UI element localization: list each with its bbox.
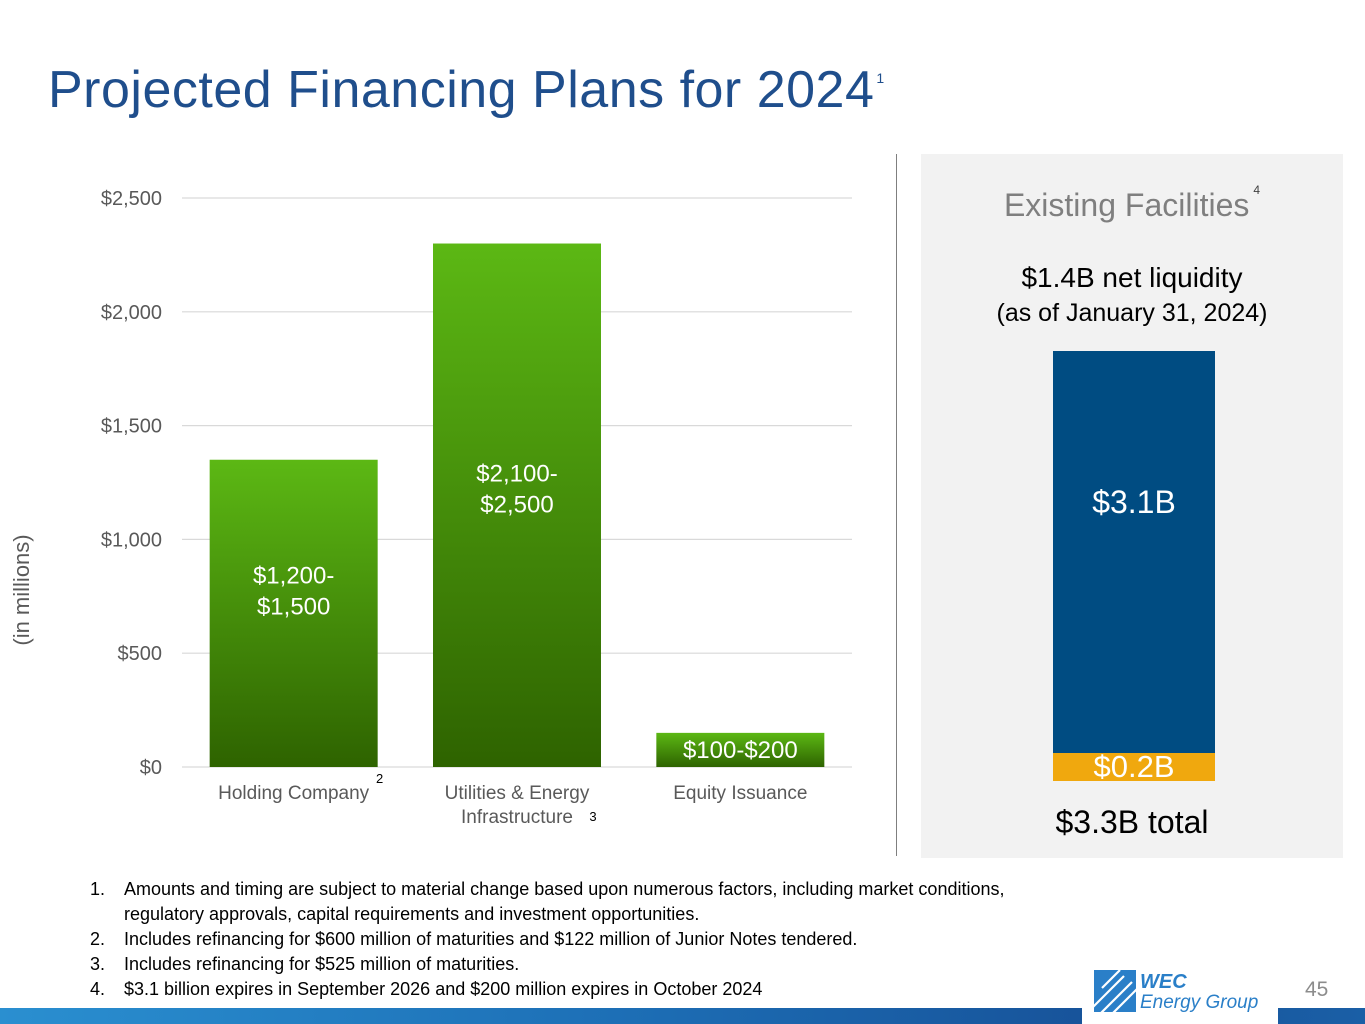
footnote-text: Includes refinancing for $525 million of… [124,954,520,974]
y-tick-labels: $0 $500 $1,000 $1,500 $2,000 $2,500 [101,188,162,779]
bar [209,459,378,767]
footnotes: 1. Amounts and timing are subject to mate… [90,877,1070,1002]
y-tick-label: $1,000 [101,529,162,551]
footnote-text: Includes refinancing for $600 million of… [124,929,858,949]
footnote-1: 1. Amounts and timing are subject to mate… [90,877,1070,927]
footnote-text: $3.1 billion expires in September 2026 a… [124,979,763,999]
facility-segment-0-2b-label: $0.2B [1093,751,1175,781]
bars [209,243,825,767]
y-tick-label: $1,500 [101,416,162,438]
existing-facilities-title: Existing Facilities 4 [921,183,1343,224]
bar-data-label: $1,200- [253,562,334,589]
logo-wordmark-wec: WEC [1140,971,1187,993]
footnote-text: Amounts and timing are subject to materi… [124,879,1005,924]
existing-facilities-footnote-marker: 4 [1253,183,1261,197]
bar-data-label: $2,100- [476,461,557,488]
facility-segment-3-1b-label: $3.1B [1092,484,1176,520]
footnote-number: 4. [90,979,106,999]
x-tick-footnote-marker: 3 [589,809,596,824]
x-tick-label: Utilities & Energy [445,783,590,804]
footnote-number: 3. [90,954,106,974]
footnote-3: 3. Includes refinancing for $525 million … [90,952,1070,977]
page-title: Projected Financing Plans for 2024 1 [48,60,885,120]
y-tick-label: $2,500 [101,188,162,210]
facility-segment-3-1b [1053,351,1215,753]
x-tick-label: Holding Company [218,783,370,804]
bar-data-label: $100-$200 [683,737,798,764]
x-tick-footnote-marker: 2 [376,771,383,786]
existing-facilities-panel: Existing Facilities 4 $1.4B net liquidity… [921,154,1343,858]
logo-wordmark-energy-group: Energy Group [1140,992,1259,1013]
bottom-accent-bar [0,1008,1365,1024]
y-tick-label: $2,000 [101,302,162,324]
x-tick-label: Infrastructure [461,807,573,828]
wec-logo-mark-icon [1094,970,1136,1012]
data-labels: $1,200- $1,500 $2,100- $2,500 $100-$200 [253,461,798,764]
panel-divider [896,154,897,856]
footnote-2: 2. Includes refinancing for $600 million … [90,927,1070,952]
bar-data-label: $1,500 [257,593,330,620]
facility-segment-0-2b [1053,753,1215,781]
footnote-4: 4. $3.1 billion expires in September 2026… [90,977,1070,1002]
as-of-date: (as of January 31, 2024) [996,299,1268,327]
y-tick-label: $500 [118,643,163,665]
x-tick-label: Equity Issuance [673,783,807,804]
page-title-text: Projected Financing Plans for 2024 [48,61,875,119]
footnote-number: 2. [90,929,106,949]
bar [433,243,601,767]
net-liquidity: $1.4B net liquidity [1021,262,1243,293]
financing-bar-chart: $0$500$1,000$1,500$2,000$2,500 $1,200-$1… [101,188,852,828]
x-tick-labels: Holding Company 2 Utilities & Energy Infras… [218,771,807,828]
bar-data-label: $2,500 [480,492,553,519]
company-logo: WEC Energy Group [1082,960,1278,1024]
existing-facilities-title-text: Existing Facilities [1003,187,1250,223]
bar [656,732,825,767]
title-footnote-marker: 1 [876,70,885,86]
footnote-number: 1. [90,879,106,899]
facilities-total: $3.3B total [1055,804,1209,840]
page-number: 45 [1305,978,1329,1001]
y-tick-label: $0 [140,757,162,779]
